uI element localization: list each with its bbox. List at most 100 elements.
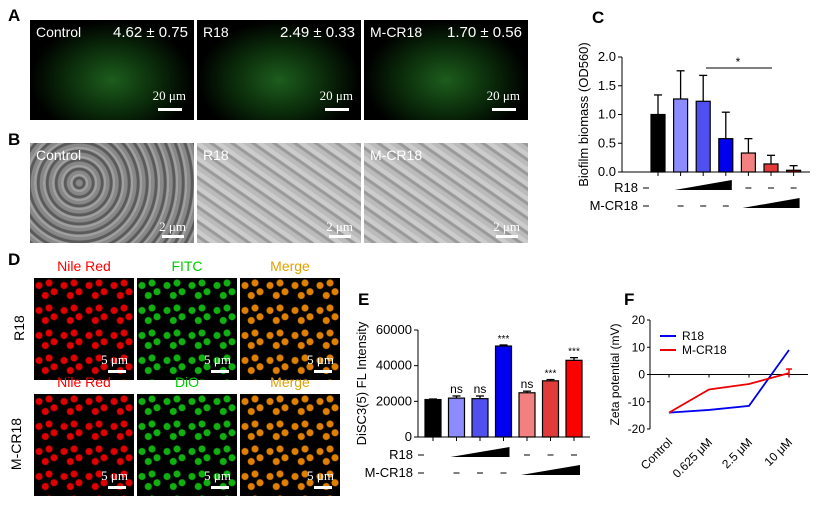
row-label: M-CR18 <box>365 465 413 480</box>
scale-bar <box>162 235 184 238</box>
significance-label: ns <box>521 377 534 391</box>
bar <box>763 163 779 173</box>
biomass-value: 2.49 ± 0.33 <box>280 24 355 41</box>
y-tick-label: 40000 <box>376 358 412 373</box>
sem-image: R18 2 μm <box>197 143 361 243</box>
y-tick-label: -10 <box>628 395 646 409</box>
scale-label: 20 μm <box>152 88 186 103</box>
confocal-image: R18 2.49 ± 0.33 20 μm <box>197 20 361 120</box>
scale-bar <box>492 108 516 111</box>
biomass-value: 4.62 ± 0.75 <box>113 24 188 41</box>
y-tick-label: 0.0 <box>598 164 616 179</box>
row-label: M-CR18 <box>8 417 24 471</box>
image-label: R18 <box>203 24 229 40</box>
scale-label: 2 μm <box>326 219 353 234</box>
bar <box>424 398 442 438</box>
bar <box>447 397 466 438</box>
significance-label: *** <box>545 369 557 380</box>
bar <box>650 113 666 173</box>
significance-label: * <box>736 55 741 69</box>
sem-image: M-CR18 2 μm <box>364 143 528 243</box>
panel-label-b: B <box>8 130 21 149</box>
scale-bar <box>325 108 349 111</box>
significance-label: ns <box>450 382 463 396</box>
scale-bar <box>158 108 182 111</box>
scale-label: 5 μm <box>307 468 334 483</box>
image-label: Control <box>36 24 82 40</box>
y-tick-label: 0.5 <box>598 135 616 150</box>
fluorescence-image: 5 μm <box>137 394 237 496</box>
legend-label: R18 <box>682 329 704 343</box>
concentration-ramp <box>674 180 732 190</box>
scale-bar <box>329 235 351 238</box>
bar <box>695 100 711 173</box>
concentration-ramp <box>742 198 800 208</box>
scale-bar <box>211 486 229 489</box>
channel-label: DiO <box>174 374 200 390</box>
scale-label: 5 μm <box>204 468 231 483</box>
scale-bar <box>108 486 126 489</box>
y-axis-label: Zeta potential (mV) <box>608 323 622 425</box>
x-tick-label: 2.5 μM <box>719 435 755 471</box>
y-tick-label: -20 <box>628 422 646 436</box>
biomass-value: 1.70 ± 0.56 <box>447 24 522 41</box>
bar <box>518 392 536 438</box>
legend-label: M-CR18 <box>682 343 727 357</box>
bar <box>541 380 560 438</box>
y-tick-label: 60000 <box>376 322 412 337</box>
row-label: R18 <box>389 447 413 462</box>
scale-label: 5 μm <box>101 468 128 483</box>
fluorescence-image: 5 μm <box>240 394 340 496</box>
bar <box>494 345 513 438</box>
scale-label: 20 μm <box>319 88 353 103</box>
fluorescence-image: 5 μm <box>34 278 134 380</box>
x-tick-label: 0.625 μM <box>670 435 715 480</box>
channel-label: Merge <box>270 374 310 390</box>
y-tick-label: 20 <box>632 313 646 327</box>
bar <box>718 138 734 173</box>
row-label: R18 <box>614 180 638 195</box>
channel-label: Merge <box>270 258 310 274</box>
significance-label: *** <box>568 347 580 358</box>
significance-label: *** <box>498 334 510 345</box>
channel-label: FITC <box>171 258 203 274</box>
y-axis-label: DiSC3(5) FL Intensity <box>354 321 369 445</box>
scale-bar <box>496 235 518 238</box>
confocal-image: Control 4.62 ± 0.75 20 μm <box>30 20 194 120</box>
channel-label: Nile Red <box>57 258 111 274</box>
y-tick-label: 1.5 <box>598 78 616 93</box>
y-axis-label: Biofilm biomass (OD560) <box>576 42 591 187</box>
scale-label: 2 μm <box>493 219 520 234</box>
scale-bar <box>314 486 332 489</box>
row-label: M-CR18 <box>590 198 638 213</box>
scale-label: 5 μm <box>101 352 128 367</box>
scale-label: 2 μm <box>159 219 186 234</box>
bar <box>565 359 583 438</box>
channel-label: Nile Red <box>57 374 111 390</box>
scale-label: 5 μm <box>204 352 231 367</box>
series-line <box>668 372 790 414</box>
panel-label-f: F <box>624 290 635 309</box>
x-tick-label: 10 μM <box>761 435 795 469</box>
y-tick-label: 10 <box>632 340 646 354</box>
row-label: R18 <box>11 315 27 341</box>
panel-label-d: D <box>8 250 21 269</box>
image-label: M-CR18 <box>370 147 423 163</box>
scale-bar <box>108 370 126 373</box>
fluorescence-image: 5 μm <box>240 278 340 380</box>
y-tick-label: 2.0 <box>598 49 616 64</box>
panel-label-e: E <box>358 290 370 309</box>
scale-label: 20 μm <box>486 88 520 103</box>
y-tick-label: 0 <box>638 368 645 382</box>
panel-label-a: A <box>8 6 21 25</box>
image-label: Control <box>36 147 82 163</box>
bar <box>672 98 689 173</box>
concentration-ramp <box>450 447 510 457</box>
y-tick-label: 20000 <box>376 393 412 408</box>
fluorescence-image: 5 μm <box>34 394 134 496</box>
panel-label-c: C <box>592 8 605 27</box>
confocal-image: M-CR18 1.70 ± 0.56 20 μm <box>364 20 528 120</box>
scale-bar <box>314 370 332 373</box>
